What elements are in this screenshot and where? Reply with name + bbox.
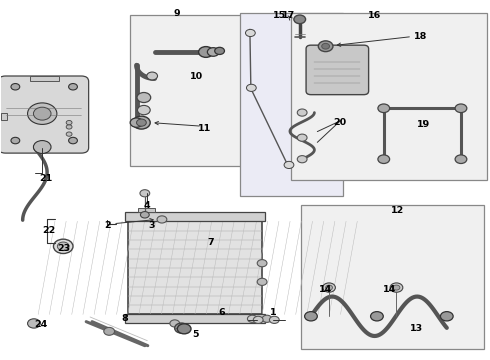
Circle shape [257, 278, 267, 285]
Circle shape [33, 107, 51, 120]
Circle shape [455, 104, 467, 113]
Text: 14: 14 [319, 285, 332, 294]
Circle shape [245, 30, 255, 37]
Circle shape [297, 156, 307, 163]
Circle shape [393, 285, 400, 290]
Circle shape [390, 283, 403, 292]
Bar [138, 208, 155, 212]
Circle shape [170, 320, 180, 327]
Circle shape [326, 285, 332, 290]
Circle shape [69, 137, 77, 144]
Circle shape [455, 155, 467, 163]
Circle shape [297, 134, 307, 141]
Circle shape [141, 212, 149, 218]
Bar [125, 315, 265, 323]
Circle shape [133, 116, 150, 129]
Circle shape [137, 119, 147, 126]
Text: 7: 7 [207, 238, 214, 247]
Circle shape [66, 121, 72, 125]
Text: 18: 18 [414, 32, 428, 41]
FancyBboxPatch shape [0, 76, 89, 153]
Circle shape [247, 315, 257, 322]
Circle shape [253, 316, 263, 323]
Circle shape [294, 15, 306, 24]
Circle shape [378, 155, 390, 163]
Circle shape [297, 109, 307, 116]
Circle shape [27, 319, 40, 328]
Text: 17: 17 [282, 10, 295, 19]
Bar [0, 113, 6, 120]
Text: 20: 20 [334, 118, 347, 127]
Text: 24: 24 [34, 320, 48, 329]
Circle shape [323, 283, 335, 292]
Circle shape [11, 137, 20, 144]
Circle shape [198, 46, 213, 57]
Circle shape [441, 312, 453, 321]
Text: 16: 16 [368, 10, 381, 19]
Text: 22: 22 [42, 226, 55, 235]
Circle shape [66, 125, 72, 129]
Circle shape [66, 132, 72, 136]
Circle shape [140, 190, 150, 197]
Circle shape [147, 72, 158, 80]
Text: 3: 3 [148, 221, 154, 230]
Text: 8: 8 [122, 314, 128, 323]
Bar [128, 221, 262, 315]
Text: 11: 11 [198, 123, 212, 132]
Circle shape [157, 216, 167, 223]
Circle shape [174, 323, 188, 333]
Text: 23: 23 [58, 244, 71, 253]
Text: 9: 9 [173, 9, 180, 18]
Circle shape [246, 84, 256, 91]
Circle shape [270, 316, 279, 323]
Text: 10: 10 [190, 72, 203, 81]
Text: 6: 6 [218, 308, 225, 317]
Text: 15: 15 [272, 10, 286, 19]
Bar [130, 15, 250, 166]
Circle shape [57, 242, 69, 251]
Circle shape [69, 84, 77, 90]
Circle shape [284, 161, 294, 168]
Circle shape [257, 260, 267, 267]
Circle shape [33, 140, 51, 153]
Circle shape [262, 315, 272, 322]
Bar [292, 13, 487, 180]
Circle shape [11, 84, 20, 90]
Text: 5: 5 [192, 330, 198, 339]
Text: 2: 2 [104, 221, 111, 230]
Circle shape [378, 104, 390, 113]
Text: 14: 14 [383, 285, 396, 294]
Bar [125, 212, 265, 221]
FancyBboxPatch shape [306, 45, 368, 95]
Circle shape [104, 327, 115, 335]
Circle shape [27, 103, 57, 125]
Text: 19: 19 [416, 120, 430, 129]
Circle shape [207, 48, 219, 56]
Circle shape [130, 118, 143, 127]
Circle shape [177, 324, 191, 334]
Text: 12: 12 [391, 206, 404, 215]
Circle shape [322, 43, 330, 49]
Circle shape [318, 41, 333, 51]
Text: 21: 21 [39, 174, 52, 183]
Circle shape [215, 47, 224, 54]
Text: 4: 4 [144, 201, 150, 210]
Circle shape [305, 312, 318, 321]
Circle shape [53, 239, 73, 253]
Text: 1: 1 [270, 308, 277, 317]
Circle shape [370, 312, 383, 321]
Circle shape [138, 105, 150, 115]
Bar [240, 13, 343, 196]
Circle shape [137, 93, 151, 103]
Bar [301, 205, 485, 348]
Bar [30, 76, 59, 81]
Text: 13: 13 [410, 324, 422, 333]
